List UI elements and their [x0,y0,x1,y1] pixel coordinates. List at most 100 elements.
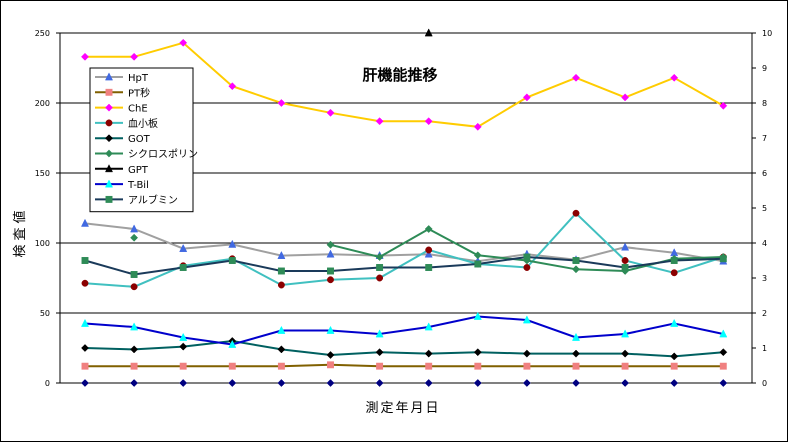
data-point [327,276,334,284]
data-point [621,242,630,251]
data-point [277,345,286,354]
data-point [376,362,384,370]
data-point [621,362,629,370]
data-point [80,218,90,227]
data-point [474,260,482,268]
data-point [326,249,335,258]
data-point [425,362,433,370]
data-point [473,122,482,131]
data-point [670,269,678,277]
legend-marker [105,119,113,127]
data-series [80,28,728,387]
data-point [81,279,89,287]
data-point [719,379,728,387]
data-point [130,379,139,387]
right-y-axis: 0 1 2 3 4 5 6 7 8 9 10 [752,29,772,388]
legend-marker [104,72,114,81]
series-HpT [80,218,728,265]
data-point [130,283,138,291]
data-point [375,379,384,387]
data-point [228,82,237,91]
data-point [326,379,335,387]
data-point [621,257,629,264]
y2-tick-label: 6 [762,169,767,178]
data-point [179,342,188,351]
data-point [621,349,630,358]
series-line [84,211,724,288]
series-GOT [81,337,728,361]
legend-label: GOT [128,134,151,145]
legend-marker [105,88,113,96]
data-point [621,264,629,271]
series-ChE [81,38,728,131]
data-point [326,351,335,359]
legend-label: GPT [128,165,149,176]
data-point [522,93,531,102]
data-point [81,344,89,352]
data-point [621,379,630,387]
y2-tick-label: 7 [762,134,767,143]
series-line [85,363,724,368]
data-point [719,362,727,370]
data-point [130,362,138,370]
data-point [473,311,482,320]
data-point [424,117,433,126]
y2-tick-label: 0 [762,379,767,388]
data-point [473,348,482,357]
data-point [130,322,139,331]
data-point [179,38,188,47]
data-point [228,379,237,387]
y-axis-label: 検査値 [12,206,28,257]
series-T-Bil [80,311,728,348]
data-point [572,349,580,358]
data-point [522,379,531,387]
series-PT秒 [81,361,727,370]
data-point [424,249,433,258]
y2-tick-label: 8 [762,99,767,108]
data-point [327,361,334,369]
data-point [572,73,580,82]
data-point [523,264,531,271]
legend-label: アルブミン [128,193,178,206]
data-point [376,264,384,271]
data-point [179,379,188,387]
y2-tick-label: 4 [762,239,767,248]
y2-tick-label: 2 [762,309,767,318]
y2-tick-label: 1 [762,344,767,353]
data-point [523,362,531,370]
data-point [130,52,139,61]
data-point [375,329,384,338]
legend-marker [104,164,114,173]
data-point [326,108,335,117]
data-point [474,362,482,370]
data-point [277,362,285,370]
legend-marker [105,134,113,143]
legend-label: ChE [128,104,148,115]
x-axis-label: 測定年月日 [365,401,440,416]
data-point [179,243,188,252]
y-tick-label: 100 [35,239,50,248]
data-point [130,271,138,278]
data-point [376,274,384,282]
data-point [425,264,433,271]
data-point [572,379,580,387]
series-line [84,315,724,346]
data-point [523,253,531,261]
data-point [228,239,237,248]
data-point [375,348,384,357]
data-point [572,257,580,264]
legend-label: シクロスポリン [128,149,198,161]
data-point [326,325,335,334]
data-point [719,101,728,110]
data-point [424,349,433,358]
data-point [473,251,482,260]
data-point [228,257,236,264]
data-point [277,250,286,259]
series-line [85,41,724,128]
series-line [84,339,724,358]
series-baseline [81,379,728,387]
data-point [719,348,728,357]
y-tick-label: 250 [35,29,50,38]
data-point [81,52,89,61]
